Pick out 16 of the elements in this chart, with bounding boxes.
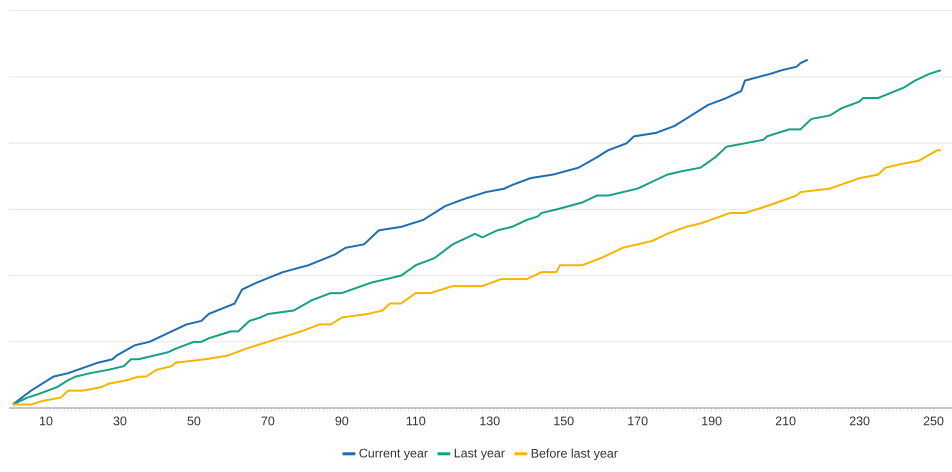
legend-label: Current year (359, 448, 428, 460)
x-tick-label: 250 (924, 416, 944, 426)
x-tick-label: 70 (262, 416, 274, 426)
x-tick-label: 230 (850, 416, 870, 426)
x-tick-label: 30 (113, 416, 126, 426)
x-tick-label: 210 (776, 416, 796, 426)
x-tick-label: 150 (554, 416, 574, 426)
legend-label: Before last year (532, 448, 618, 460)
x-tick-label: 110 (406, 416, 426, 426)
x-tick-label: 170 (628, 416, 648, 426)
x-tick-label: 10 (40, 416, 52, 426)
x-tick-label: 190 (702, 416, 722, 426)
x-tick-label: 50 (187, 416, 200, 426)
x-tick-label: 90 (335, 416, 348, 426)
legend-label: Last year (454, 448, 505, 460)
x-tick-label: 130 (480, 416, 500, 426)
